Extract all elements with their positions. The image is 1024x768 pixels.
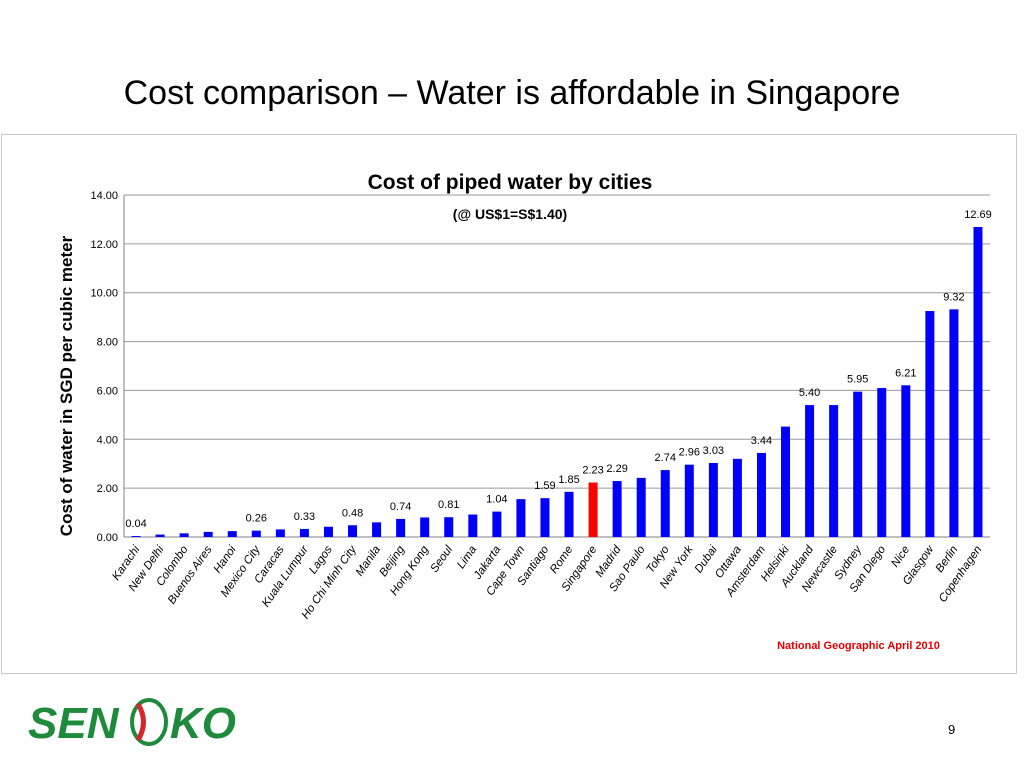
bar <box>805 405 815 537</box>
y-axis-label: Cost of water in SGD per cubic meter <box>57 235 76 536</box>
y-tick-label: 10.00 <box>90 288 118 300</box>
page-number: 9 <box>948 722 956 737</box>
logo-wordmark: SEN KO <box>28 699 236 748</box>
bar <box>131 536 141 538</box>
y-tick-label: 14.00 <box>90 190 118 202</box>
data-label: 12.69 <box>964 209 992 221</box>
y-tick-label: 2.00 <box>97 483 118 495</box>
data-label: 3.03 <box>703 445 724 457</box>
chart-subtitle: (@ US$1=S$1.40) <box>453 206 567 222</box>
bar <box>732 458 742 537</box>
bar <box>540 498 550 537</box>
data-label: 1.04 <box>486 494 507 506</box>
senoko-logo: SEN KO <box>28 698 236 748</box>
bar <box>179 533 189 537</box>
data-label: 2.74 <box>655 452 676 464</box>
bar <box>155 534 165 537</box>
bar <box>348 525 358 537</box>
x-tick-label: Seoul <box>429 543 456 574</box>
bar <box>853 391 863 537</box>
bar <box>323 526 333 537</box>
data-label: 5.40 <box>799 387 820 399</box>
bar <box>588 482 598 537</box>
data-label: 3.44 <box>751 435 772 447</box>
y-tick-label: 6.00 <box>97 385 118 397</box>
chart-title: Cost of piped water by cities <box>368 171 653 194</box>
bar <box>372 522 382 537</box>
bar <box>684 464 694 537</box>
data-label: 2.23 <box>582 465 603 477</box>
data-label: 0.33 <box>294 511 315 523</box>
x-tick-label: Nice <box>889 544 912 570</box>
data-label: 0.04 <box>125 518 146 530</box>
data-label: 1.85 <box>558 474 579 486</box>
bar <box>901 385 911 537</box>
x-tick-label: Lima <box>455 544 479 571</box>
bar <box>829 405 839 537</box>
water-cost-chart: Cost of piped water by cities (@ US$1=S$1… <box>57 171 992 621</box>
data-label: 6.21 <box>895 367 916 379</box>
bar <box>925 311 935 537</box>
data-label: 2.29 <box>606 463 627 475</box>
y-tick-label: 0.00 <box>97 532 118 544</box>
bar <box>708 462 718 537</box>
bar <box>877 387 887 537</box>
bar <box>251 530 261 537</box>
data-label: 0.74 <box>390 501 411 513</box>
slide-title: Cost comparison – Water is affordable in… <box>123 74 901 112</box>
bar <box>973 227 983 537</box>
data-label: 0.48 <box>342 507 363 519</box>
bar <box>756 452 766 537</box>
y-tick-label: 12.00 <box>90 239 118 251</box>
source-note: National Geographic April 2010 <box>777 640 940 652</box>
data-label: 0.26 <box>246 513 267 525</box>
logo-text-part: KO <box>170 699 236 748</box>
bar <box>227 531 237 537</box>
bar <box>444 517 454 537</box>
y-tick-label: 8.00 <box>97 337 118 349</box>
bar <box>612 481 622 537</box>
bar <box>203 531 213 537</box>
bar <box>660 470 670 537</box>
data-label: 1.59 <box>534 480 555 492</box>
logo-emblem-icon <box>130 698 168 746</box>
bar <box>636 477 646 537</box>
data-label: 0.81 <box>438 499 459 511</box>
bar <box>492 511 502 537</box>
data-label: 5.95 <box>847 374 868 386</box>
bar <box>299 528 309 537</box>
data-label: 2.96 <box>679 447 700 459</box>
bar <box>781 426 791 537</box>
chart-frame: Cost of piped water by cities (@ US$1=S$1… <box>1 134 1017 674</box>
bar <box>396 518 406 537</box>
logo-text-part: SEN <box>28 699 120 748</box>
bar <box>949 309 959 537</box>
bar <box>564 491 574 537</box>
bar <box>275 529 285 537</box>
y-tick-label: 4.00 <box>97 434 118 446</box>
bar <box>468 514 478 537</box>
bar <box>516 499 526 537</box>
data-label: 9.32 <box>943 291 964 303</box>
bar <box>420 517 430 537</box>
